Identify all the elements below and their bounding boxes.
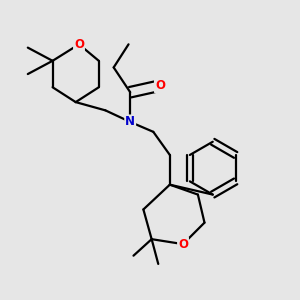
Text: O: O	[178, 238, 188, 250]
Text: O: O	[74, 38, 84, 51]
Text: N: N	[125, 116, 135, 128]
Text: O: O	[155, 79, 165, 92]
